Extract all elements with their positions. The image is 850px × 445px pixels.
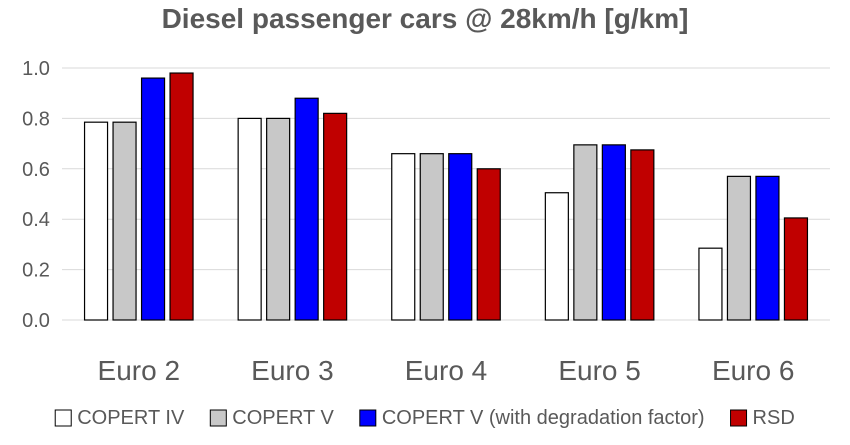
legend-item: RSD — [730, 407, 795, 429]
y-tick-label: 0.2 — [22, 260, 50, 282]
x-tick-label: Euro 3 — [251, 355, 334, 386]
bar-copert-v-euro-5 — [573, 144, 598, 321]
bar-copert-iv-euro-6 — [698, 247, 723, 321]
bar-rsd-euro-3 — [323, 112, 348, 321]
bar-copert-v-with-degradation-factor-euro-5 — [601, 144, 626, 321]
x-tick-label: Euro 6 — [712, 355, 795, 386]
legend-swatch — [730, 409, 748, 427]
bar-copert-v-euro-6 — [726, 175, 752, 321]
bar-rsd-euro-2 — [169, 72, 194, 321]
legend-swatch — [209, 409, 227, 427]
bar-rsd-euro-5 — [630, 149, 655, 321]
y-tick-label: 0.6 — [22, 159, 50, 181]
legend-item: COPERT V — [209, 407, 334, 429]
bar-copert-iv-euro-3 — [237, 117, 262, 321]
legend-label: COPERT V — [232, 407, 334, 429]
bar-rsd-euro-6 — [783, 217, 809, 321]
legend-swatch — [54, 409, 72, 427]
x-tick-label: Euro 5 — [558, 355, 641, 386]
x-tick-label: Euro 4 — [405, 355, 488, 386]
bars — [83, 72, 809, 321]
x-tick-label: Euro 2 — [98, 355, 181, 386]
legend-label: RSD — [753, 407, 795, 429]
y-tick-label: 0.8 — [22, 108, 50, 130]
legend-label: COPERT IV — [77, 407, 185, 429]
legend-swatch — [359, 409, 377, 427]
bar-copert-iv-euro-5 — [544, 192, 569, 321]
y-tick-label: 0.0 — [22, 310, 50, 332]
y-tick-label: 1.0 — [22, 58, 50, 80]
bar-copert-v-euro-4 — [419, 153, 444, 321]
bar-rsd-euro-4 — [476, 168, 501, 321]
y-axis-ticks: 0.0 0.2 0.4 0.6 0.8 1.0 — [22, 58, 50, 332]
bar-copert-v-with-degradation-factor-euro-6 — [755, 175, 780, 321]
legend-item: COPERT IV — [54, 407, 185, 429]
y-tick-label: 0.4 — [22, 209, 50, 231]
bar-copert-v-with-degradation-factor-euro-4 — [448, 153, 473, 321]
bar-copert-iv-euro-4 — [391, 153, 416, 321]
legend: COPERT IV COPERT V COPERT V (with degradat… — [54, 407, 795, 429]
x-axis-ticks: Euro 2 Euro 3 Euro 4 Euro 5 Euro 6 — [98, 355, 795, 386]
chart-title: Diesel passenger cars @ 28km/h [g/km] — [162, 3, 689, 34]
legend-label: COPERT V (with degradation factor) — [382, 407, 705, 429]
bar-copert-v-with-degradation-factor-euro-3 — [294, 97, 319, 321]
bar-copert-v-with-degradation-factor-euro-2 — [140, 77, 166, 321]
bar-copert-v-euro-2 — [112, 121, 137, 321]
legend-item: COPERT V (with degradation factor) — [359, 407, 705, 429]
bar-copert-iv-euro-2 — [83, 121, 109, 321]
bar-copert-v-euro-3 — [266, 117, 291, 321]
